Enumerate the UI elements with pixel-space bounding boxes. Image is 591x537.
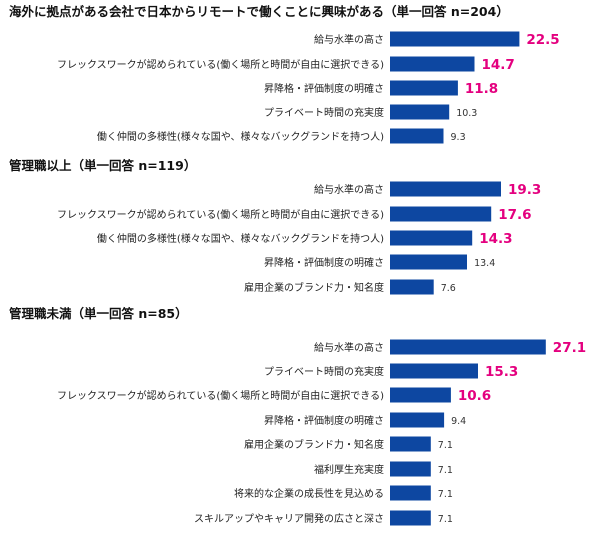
value-label: 19.3	[508, 182, 541, 198]
bar	[390, 104, 450, 120]
category-label: 働く仲間の多様性(様々な国や、様々なバックグランドを持つ人)	[97, 130, 384, 143]
category-label: 雇用企業のブランド力・知名度	[244, 281, 384, 294]
category-label: 昇降格・評価制度の明確さ	[264, 414, 384, 427]
value-label: 14.3	[479, 231, 512, 247]
value-label: 27.1	[553, 340, 586, 356]
category-label: 将来的な企業の成長性を見込める	[234, 487, 384, 500]
bar	[390, 436, 431, 452]
value-label: 22.5	[526, 32, 559, 48]
bar	[390, 363, 478, 379]
bar	[390, 461, 431, 477]
bar	[390, 387, 451, 403]
value-label: 7.1	[438, 489, 453, 500]
bar	[390, 485, 431, 501]
bar	[390, 279, 434, 295]
value-label: 9.3	[451, 132, 466, 143]
bar	[390, 230, 473, 246]
category-label: プライベート時間の充実度	[264, 106, 384, 119]
category-label: 昇降格・評価制度の明確さ	[264, 256, 384, 269]
bar	[390, 80, 458, 96]
category-label: スキルアップやキャリア開発の広さと深さ	[194, 512, 384, 525]
bar	[390, 510, 431, 526]
value-label: 13.4	[474, 258, 495, 269]
category-label: プライベート時間の充実度	[264, 365, 384, 378]
category-label: 給与水準の高さ	[314, 33, 384, 46]
bar	[390, 254, 467, 270]
category-label: 福利厚生充実度	[314, 463, 384, 476]
bar	[390, 412, 445, 428]
section-title-1: 海外に拠点がある会社で日本からリモートで働くことに興味がある（単一回答 n=20…	[9, 4, 509, 19]
category-label: フレックスワークが認められている(働く場所と時間が自由に選択できる)	[57, 58, 384, 71]
value-label: 10.3	[456, 108, 477, 119]
value-label: 9.4	[451, 416, 466, 427]
value-label: 14.7	[482, 57, 515, 73]
value-label: 7.1	[438, 514, 453, 525]
bar	[390, 206, 492, 222]
category-label: 給与水準の高さ	[314, 183, 384, 196]
value-label: 15.3	[485, 364, 518, 380]
category-label: 給与水準の高さ	[314, 341, 384, 354]
bar	[390, 181, 501, 197]
category-label: 働く仲間の多様性(様々な国や、様々なバックグランドを持つ人)	[97, 232, 384, 245]
bar	[390, 31, 520, 47]
bar	[390, 56, 475, 72]
value-label: 11.8	[465, 81, 498, 97]
bar	[390, 339, 546, 355]
value-label: 7.1	[438, 465, 453, 476]
value-label: 7.1	[438, 440, 453, 451]
bar	[390, 128, 444, 144]
section-title-2: 管理職以上（単一回答 n=119）	[9, 158, 196, 173]
section-title-3: 管理職未満（単一回答 n=85）	[9, 306, 188, 321]
value-label: 10.6	[458, 388, 491, 404]
value-label: 7.6	[441, 283, 456, 294]
category-label: フレックスワークが認められている(働く場所と時間が自由に選択できる)	[57, 389, 384, 402]
category-label: 雇用企業のブランド力・知名度	[244, 438, 384, 451]
value-label: 17.6	[498, 207, 531, 223]
category-label: フレックスワークが認められている(働く場所と時間が自由に選択できる)	[57, 208, 384, 221]
category-label: 昇降格・評価制度の明確さ	[264, 82, 384, 95]
